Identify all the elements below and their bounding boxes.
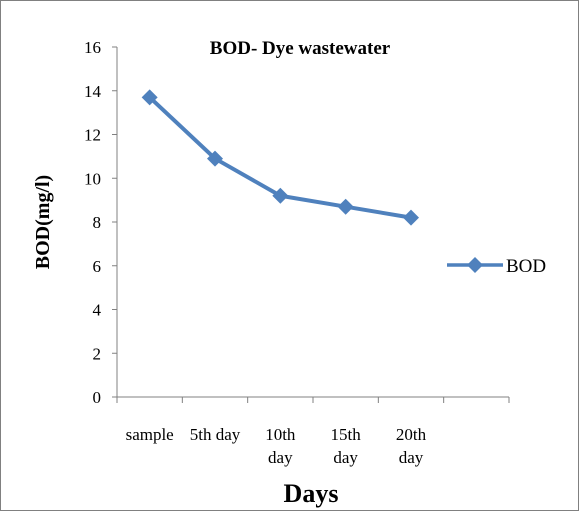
y-tick-label: 12 <box>84 126 101 145</box>
data-point-marker <box>337 198 354 215</box>
data-point-marker <box>403 209 419 226</box>
chart-title: BOD- Dye wastewater <box>210 38 391 59</box>
y-tick-label: 14 <box>84 82 102 101</box>
legend-marker-swatch <box>467 257 483 273</box>
y-axis-label: BOD(mg/l) <box>32 175 54 269</box>
x-tick-label-line: 20th <box>396 425 427 444</box>
data-point-marker <box>141 89 158 106</box>
x-tick-label: sample <box>126 425 174 444</box>
data-point-marker <box>207 150 223 167</box>
y-tick-label: 16 <box>84 38 101 57</box>
x-tick-label-line: day <box>399 448 424 467</box>
x-tick-label-line: day <box>268 448 293 467</box>
x-tick-label: 5th day <box>190 425 241 444</box>
x-tick-label-line: 15th <box>331 425 362 444</box>
x-tick-label: 20th day <box>396 425 427 467</box>
y-tick-label: 4 <box>93 301 102 320</box>
y-tick-label: 2 <box>93 344 102 363</box>
x-tick-label-line: day <box>333 448 358 467</box>
y-tick-label: 6 <box>93 257 102 276</box>
y-tick-label: 8 <box>93 213 102 232</box>
x-tick-label: 15th day <box>331 425 362 467</box>
x-tick-label: 10th day <box>265 425 296 467</box>
x-axis-label: Days <box>284 479 339 508</box>
data-point-marker <box>272 187 289 204</box>
legend: BOD <box>447 256 546 277</box>
y-tick-label: 0 <box>93 388 102 407</box>
y-tick-label: 10 <box>84 169 101 188</box>
x-tick-label-line: 5th day <box>190 425 241 444</box>
legend-entry-bod: BOD <box>506 256 546 277</box>
x-tick-label-line: sample <box>126 425 174 444</box>
x-tick-label-line: 10th <box>265 425 296 444</box>
